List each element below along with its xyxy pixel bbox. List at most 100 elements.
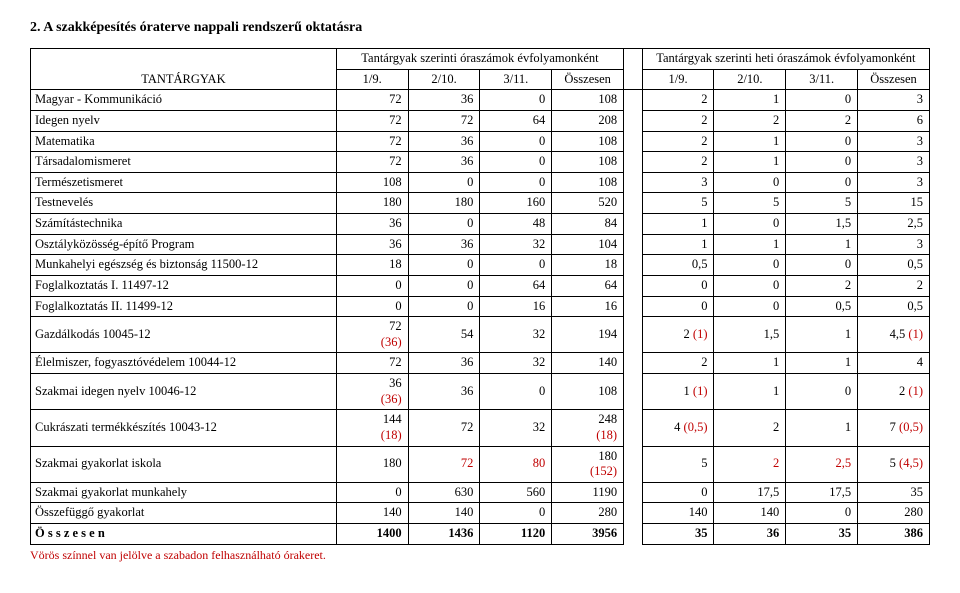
cell: 2: [714, 446, 786, 482]
cell: 72: [336, 152, 408, 173]
cell: 160: [480, 193, 552, 214]
cell: 0: [408, 296, 480, 317]
table-row: Társadalomismeret723601082103: [31, 152, 930, 173]
row-label: Munkahelyi egészség és biztonság 11500-1…: [31, 255, 337, 276]
cell: 108: [552, 90, 624, 111]
cell: 140: [714, 503, 786, 524]
cell: 1,5: [786, 214, 858, 235]
cell: 280: [858, 503, 930, 524]
row-label: Szakmai idegen nyelv 10046-12: [31, 374, 337, 410]
table-row: Cukrászati termékkészítés 10043-12144(18…: [31, 410, 930, 446]
cell: 0: [642, 296, 714, 317]
cell: 16: [480, 296, 552, 317]
cell: 3: [642, 172, 714, 193]
cell: 0,5: [642, 255, 714, 276]
cell: 4 (0,5): [642, 410, 714, 446]
cell: 194: [552, 317, 624, 353]
cell: 18: [552, 255, 624, 276]
cell: 140: [642, 503, 714, 524]
cell: 2: [642, 131, 714, 152]
cell: 80: [480, 446, 552, 482]
cell: 248(18): [552, 410, 624, 446]
cell: 0: [786, 255, 858, 276]
cell: 64: [480, 110, 552, 131]
cell: 108: [552, 374, 624, 410]
cell: 1: [714, 374, 786, 410]
cell: 108: [552, 152, 624, 173]
cell: 2 (1): [858, 374, 930, 410]
col-header-right-3: Összesen: [858, 69, 930, 90]
cell: 1436: [408, 524, 480, 545]
cell: 18: [336, 255, 408, 276]
header-group-right: Tantárgyak szerinti heti óraszámok évfol…: [642, 49, 929, 70]
cell: 0: [336, 296, 408, 317]
cell: 2,5: [786, 446, 858, 482]
cell: 36: [336, 234, 408, 255]
cell: 2: [786, 275, 858, 296]
cell: 0: [642, 275, 714, 296]
cell: 72: [336, 90, 408, 111]
cell: 36: [408, 234, 480, 255]
cell: 1,5: [714, 317, 786, 353]
cell: 0: [480, 152, 552, 173]
cell: 180: [408, 193, 480, 214]
cell: 16: [552, 296, 624, 317]
cell: 180: [336, 446, 408, 482]
col-header-right-2: 3/11.: [786, 69, 858, 90]
cell: 36: [408, 353, 480, 374]
cell: 2: [642, 90, 714, 111]
row-label: Magyar - Kommunikáció: [31, 90, 337, 111]
row-label: Gazdálkodás 10045-12: [31, 317, 337, 353]
cell: 2: [714, 110, 786, 131]
cell: 1: [786, 234, 858, 255]
cell: 0: [786, 152, 858, 173]
cell: 0: [336, 275, 408, 296]
cell: 0: [714, 172, 786, 193]
curriculum-table: TANTÁRGYAKTantárgyak szerinti óraszámok …: [30, 48, 930, 545]
cell: 17,5: [786, 482, 858, 503]
table-row: Munkahelyi egészség és biztonság 11500-1…: [31, 255, 930, 276]
row-label: Cukrászati termékkészítés 10043-12: [31, 410, 337, 446]
cell: 0: [480, 503, 552, 524]
cell: 108: [336, 172, 408, 193]
row-label: Összefüggő gyakorlat: [31, 503, 337, 524]
table-row: Élelmiszer, fogyasztóvédelem 10044-12723…: [31, 353, 930, 374]
cell: 35: [858, 482, 930, 503]
col-header-left-1: 2/10.: [408, 69, 480, 90]
cell: 0: [642, 482, 714, 503]
cell: 1: [714, 152, 786, 173]
table-row: Foglalkoztatás I. 11497-120064640022: [31, 275, 930, 296]
cell: 36: [336, 214, 408, 235]
cell: 36: [714, 524, 786, 545]
cell: 64: [552, 275, 624, 296]
cell: 3956: [552, 524, 624, 545]
cell: 54: [408, 317, 480, 353]
cell: 3: [858, 234, 930, 255]
cell: 104: [552, 234, 624, 255]
cell: 17,5: [714, 482, 786, 503]
header-group-left: Tantárgyak szerinti óraszámok évfolyamon…: [336, 49, 623, 70]
row-label: Társadalomismeret: [31, 152, 337, 173]
col-header-left-3: Összesen: [552, 69, 624, 90]
cell: 1: [714, 131, 786, 152]
cell: 72: [408, 446, 480, 482]
table-row: Szakmai gyakorlat munkahely0630560119001…: [31, 482, 930, 503]
cell: 36: [408, 90, 480, 111]
row-label: Szakmai gyakorlat munkahely: [31, 482, 337, 503]
cell: 0: [714, 255, 786, 276]
cell: 0: [714, 275, 786, 296]
cell: 35: [642, 524, 714, 545]
cell: 1 (1): [642, 374, 714, 410]
cell: 35: [786, 524, 858, 545]
cell: 32: [480, 317, 552, 353]
cell: 2: [642, 353, 714, 374]
table-row: Foglalkoztatás II. 11499-12001616000,50,…: [31, 296, 930, 317]
cell: 0: [408, 275, 480, 296]
cell: 520: [552, 193, 624, 214]
cell: 15: [858, 193, 930, 214]
row-label: Élelmiszer, fogyasztóvédelem 10044-12: [31, 353, 337, 374]
cell: 2: [786, 110, 858, 131]
cell: 0: [786, 503, 858, 524]
cell: 36: [408, 152, 480, 173]
cell: 5 (4,5): [858, 446, 930, 482]
